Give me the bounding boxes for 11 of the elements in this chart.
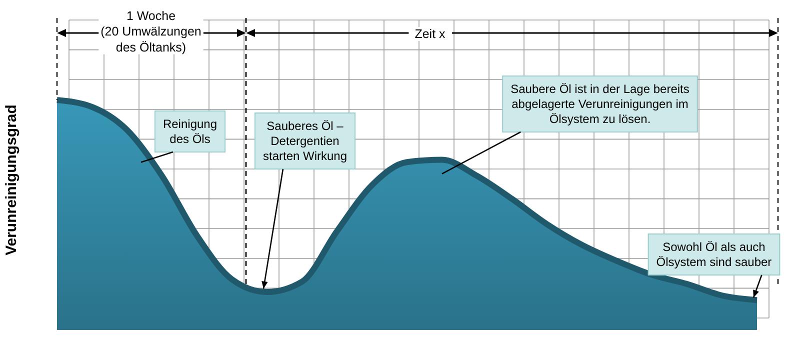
text: Zeit x bbox=[414, 27, 446, 41]
annotation: Sauberes Öl – Detergentien starten Wirkung bbox=[262, 119, 348, 163]
annotation: Saubere Öl ist in der Lage bereits abgelagerte Verunreinigungen im Ölsystem zu lösen. bbox=[510, 82, 690, 126]
annotation: Sowohl Öl als auch Ölsystem sind sauber bbox=[656, 240, 772, 269]
callout: Saubere Öl ist in der Lage bereits abgelagerte Verunreinigungen im Ölsystem zu lösen. bbox=[442, 76, 698, 174]
text: 1 Woche (20 Umwälzungen des Öltanks) bbox=[100, 9, 202, 54]
y-axis-title: Verunreinigungsgrad bbox=[3, 104, 20, 256]
annotation: Reinigung des Öls bbox=[162, 117, 218, 146]
arrow-callout: Sauberes Öl – Detergentien starten Wirkung bbox=[254, 112, 356, 289]
callout: Reinigung des Öls bbox=[140, 110, 226, 163]
arrow-callout: Sowohl Öl als auch Ölsystem sind sauber bbox=[648, 234, 780, 298]
